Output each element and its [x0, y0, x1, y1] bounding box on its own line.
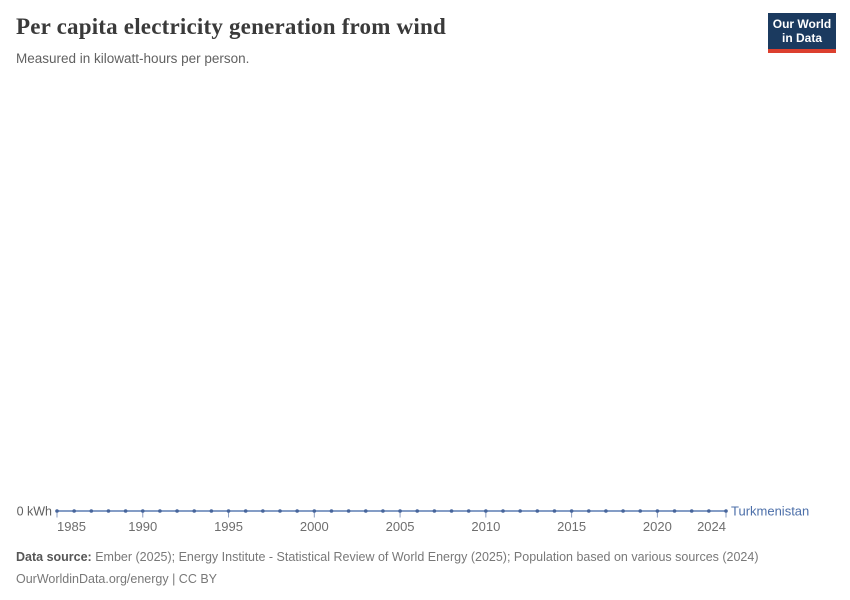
data-point-marker — [449, 509, 454, 513]
x-tick-label: 2010 — [471, 519, 500, 534]
x-tick-label: 2000 — [300, 519, 329, 534]
data-point-marker — [466, 509, 471, 513]
data-point-marker — [707, 509, 711, 513]
data-point-marker — [621, 509, 625, 513]
owid-logo-line2: in Data — [781, 31, 822, 45]
data-point-marker — [278, 509, 282, 513]
data-point-marker — [415, 509, 420, 513]
data-point-marker — [243, 509, 248, 513]
data-point-marker — [55, 509, 59, 513]
data-point-marker — [295, 509, 299, 513]
data-source-label: Data source: — [16, 550, 92, 564]
data-point-marker — [552, 509, 557, 513]
data-point-marker — [192, 509, 197, 513]
data-point-marker — [484, 509, 488, 513]
data-point-marker — [123, 509, 128, 513]
data-point-marker — [106, 509, 111, 513]
x-tick-label: 1990 — [128, 519, 157, 534]
data-point-marker — [158, 509, 162, 513]
data-point-marker — [689, 509, 694, 513]
data-point-marker — [604, 509, 608, 513]
x-tick-label: 1995 — [214, 519, 243, 534]
chart-subtitle: Measured in kilowatt-hours per person. — [16, 51, 250, 66]
data-point-marker — [518, 509, 522, 513]
owid-logo[interactable]: Our World in Data — [768, 13, 836, 53]
data-point-marker — [432, 509, 437, 513]
data-point-marker — [261, 509, 265, 513]
data-point-marker — [501, 509, 505, 513]
data-point-marker — [329, 509, 334, 513]
data-point-marker — [535, 509, 540, 513]
data-point-marker — [140, 509, 145, 513]
data-point-marker — [398, 509, 402, 513]
license-line: OurWorldinData.org/energy | CC BY — [16, 572, 218, 586]
owid-logo-line1: Our World — [772, 16, 832, 31]
data-point-marker — [226, 509, 231, 513]
data-point-marker — [638, 509, 643, 513]
x-tick-label: 2005 — [386, 519, 415, 534]
data-source-text: Ember (2025); Energy Institute - Statist… — [91, 550, 759, 564]
x-tick-label: 2020 — [643, 519, 672, 534]
data-source-line: Data source: Ember (2025); Energy Instit… — [16, 546, 834, 568]
data-point-marker — [363, 509, 368, 513]
data-point-marker — [312, 509, 317, 513]
data-point-marker — [72, 509, 76, 513]
y-axis-zero-label: 0 kWh — [17, 505, 52, 519]
x-axis: 1985 1990 1995 2000 2005 2010 2015 2020 2024 0 kW… — [17, 504, 810, 535]
data-point-marker — [672, 509, 677, 513]
data-point-marker — [209, 509, 214, 513]
x-tick-label: 2015 — [557, 519, 586, 534]
page-title: Per capita electricity generation from w… — [16, 14, 446, 39]
data-point-marker — [569, 509, 574, 513]
data-point-marker — [381, 509, 385, 513]
x-tick-label: 2024 — [697, 519, 726, 534]
data-point-marker — [89, 509, 94, 513]
data-point-marker — [655, 509, 660, 513]
data-point-marker — [586, 509, 591, 513]
data-point-marker — [175, 509, 179, 513]
plot-area — [0, 80, 850, 494]
data-point-marker — [346, 509, 351, 513]
chart-footer: Data source: Ember (2025); Energy Instit… — [16, 546, 834, 590]
x-tick-label: 1985 — [57, 519, 86, 534]
entity-label-turkmenistan: Turkmenistan — [731, 504, 809, 519]
data-point-marker — [724, 509, 728, 513]
